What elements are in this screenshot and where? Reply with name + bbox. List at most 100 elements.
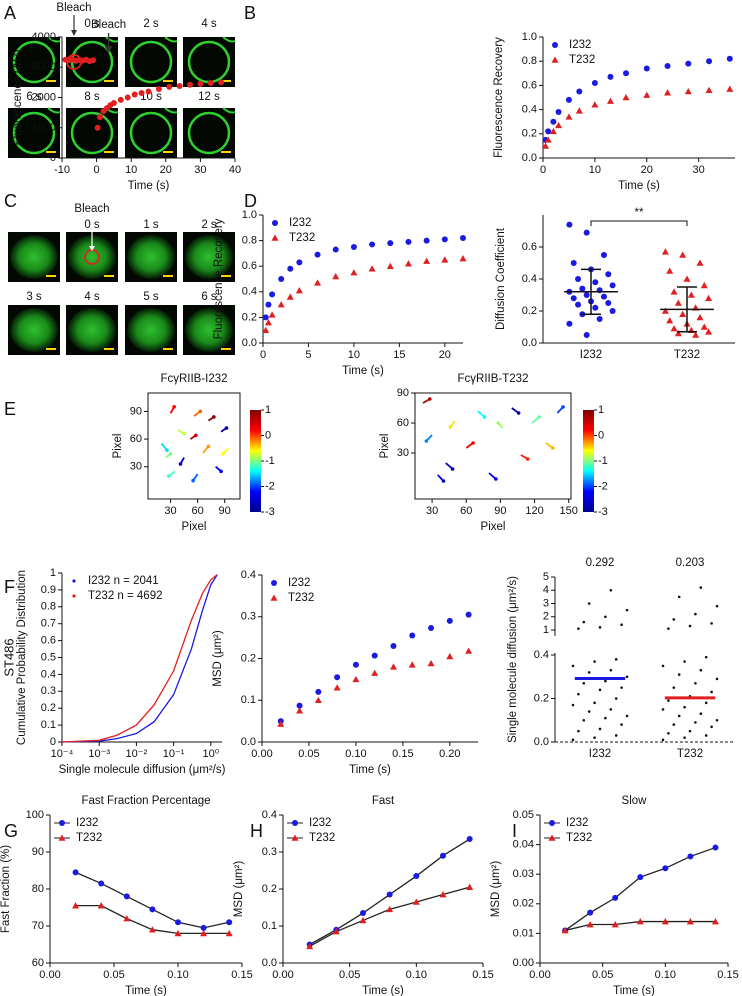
colorbar (583, 410, 594, 512)
data-point (571, 703, 575, 707)
y-tick-label: 100 (26, 809, 44, 821)
y-tick-label: 0.4 (41, 668, 56, 680)
trajectory-head (219, 469, 223, 474)
data-point (592, 304, 599, 311)
trajectory-head (561, 405, 565, 409)
data-point (197, 80, 204, 87)
data-point (277, 720, 285, 727)
cell (68, 308, 116, 352)
data-point (544, 136, 552, 143)
legend-label: I232 (309, 817, 331, 829)
data-point (583, 292, 590, 298)
trajectory-head (178, 462, 183, 466)
data-point (620, 686, 623, 689)
y-tick-label: 4000 (32, 31, 56, 43)
x-axis-label: Time (s) (128, 180, 170, 192)
colorbar-tick-label: -2 (598, 480, 608, 492)
data-point (386, 891, 393, 898)
data-point (200, 924, 207, 931)
trajectory-head (172, 405, 176, 409)
series-line (61, 574, 218, 743)
x-tick-label: 0.05 (298, 748, 319, 760)
y-tick-label: 0.2 (534, 692, 549, 704)
y-axis-label: Fluorescence (AU) (12, 49, 24, 145)
data-point (715, 604, 719, 608)
x-tick-label: 90 (494, 505, 506, 517)
trajectory-head (482, 415, 487, 419)
cell (185, 235, 233, 279)
trajectory-head (537, 415, 541, 419)
neighbor-cell (222, 36, 236, 43)
data-point (268, 311, 276, 318)
data-point (704, 734, 708, 737)
data-point (441, 236, 448, 243)
legend-marker (72, 579, 76, 583)
data-point (700, 323, 708, 330)
data-point (371, 652, 378, 659)
legend-label: T232 (566, 832, 592, 844)
trajectory-head (224, 426, 229, 430)
annotation: Bleach (91, 19, 126, 31)
data-point (609, 588, 613, 592)
frame-label: 1 s (143, 219, 159, 231)
legend-label: I232 (569, 39, 591, 51)
data-point (643, 91, 651, 98)
y-axis-label: Fluorescence Recovery (493, 37, 505, 158)
data-point (667, 732, 670, 735)
data-point (570, 295, 577, 302)
data-point (389, 663, 397, 670)
legend-marker (291, 834, 299, 841)
legend-label: I232 (289, 217, 311, 229)
data-point (604, 615, 607, 619)
legend-marker (271, 580, 277, 586)
y-tick-label: 60 (32, 957, 44, 969)
data-point (226, 919, 233, 926)
data-point (705, 328, 713, 335)
x-axis-label: Time (s) (618, 180, 660, 192)
data-point (575, 107, 583, 114)
y-tick-label: 30 (397, 447, 409, 459)
data-point (700, 281, 708, 289)
data-point (218, 79, 225, 86)
trajectory-head (212, 415, 216, 419)
trajectory-head (194, 433, 198, 438)
data-point (138, 89, 145, 96)
x-tick-label: 0 (94, 164, 100, 176)
x-tick-label: I232 (589, 748, 611, 760)
data-point (587, 710, 591, 713)
data-point (332, 246, 339, 253)
data-point (123, 915, 131, 922)
data-point (672, 618, 676, 621)
y-tick-label: 0.0 (522, 337, 537, 349)
frame-label: 3 s (26, 291, 42, 303)
data-point (582, 718, 586, 722)
cell-membrane (70, 111, 114, 155)
series-line (564, 846, 716, 931)
data-point (352, 675, 360, 683)
data-point (592, 279, 599, 286)
bleach-arrowhead (71, 30, 77, 36)
image-frame (66, 108, 118, 158)
y-tick-label: 3 (543, 597, 549, 609)
legend-label: T232 (76, 832, 102, 844)
data-point (609, 708, 613, 711)
neighbor-cell (105, 36, 119, 43)
data-point (583, 332, 590, 338)
legend-label: T232 n = 4692 (88, 590, 163, 602)
x-tick-label: 0.00 (529, 969, 550, 981)
y-tick-label: 1000 (32, 122, 56, 134)
data-point (710, 725, 713, 729)
data-point (110, 99, 117, 106)
data-point (412, 898, 420, 905)
frame-label: 5 s (143, 291, 159, 303)
x-axis-label: Time (s) (342, 365, 384, 377)
data-point (314, 279, 322, 286)
frame-label: 4 s (201, 18, 217, 30)
legend-label: I232 (566, 817, 588, 829)
x-tick-label: 20 (641, 164, 653, 176)
legend-marker (270, 594, 278, 601)
data-point (207, 79, 214, 86)
y-tick-label: 0.0 (534, 736, 549, 748)
legend-marker (552, 42, 558, 48)
data-point (545, 128, 552, 135)
